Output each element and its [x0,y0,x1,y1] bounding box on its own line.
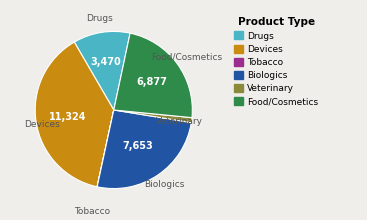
Text: 3,470: 3,470 [91,57,121,67]
Wedge shape [97,110,191,189]
Wedge shape [97,110,114,187]
Wedge shape [114,110,192,123]
Text: 11,324: 11,324 [48,112,86,122]
Wedge shape [35,42,114,187]
Text: 7,653: 7,653 [123,141,153,151]
Text: 6,877: 6,877 [137,77,167,87]
Legend: Drugs, Devices, Tobacco, Biologics, Veterinary, Food/Cosmetics: Drugs, Devices, Tobacco, Biologics, Vete… [232,16,320,108]
Wedge shape [74,31,130,110]
Text: Food/Cosmetics: Food/Cosmetics [151,52,222,61]
Text: Biologics: Biologics [145,180,185,189]
Text: Veterinary: Veterinary [156,117,203,126]
Text: Devices: Devices [25,120,60,129]
Text: Tobacco: Tobacco [74,207,110,216]
Text: Drugs: Drugs [86,14,113,23]
Wedge shape [114,33,192,118]
